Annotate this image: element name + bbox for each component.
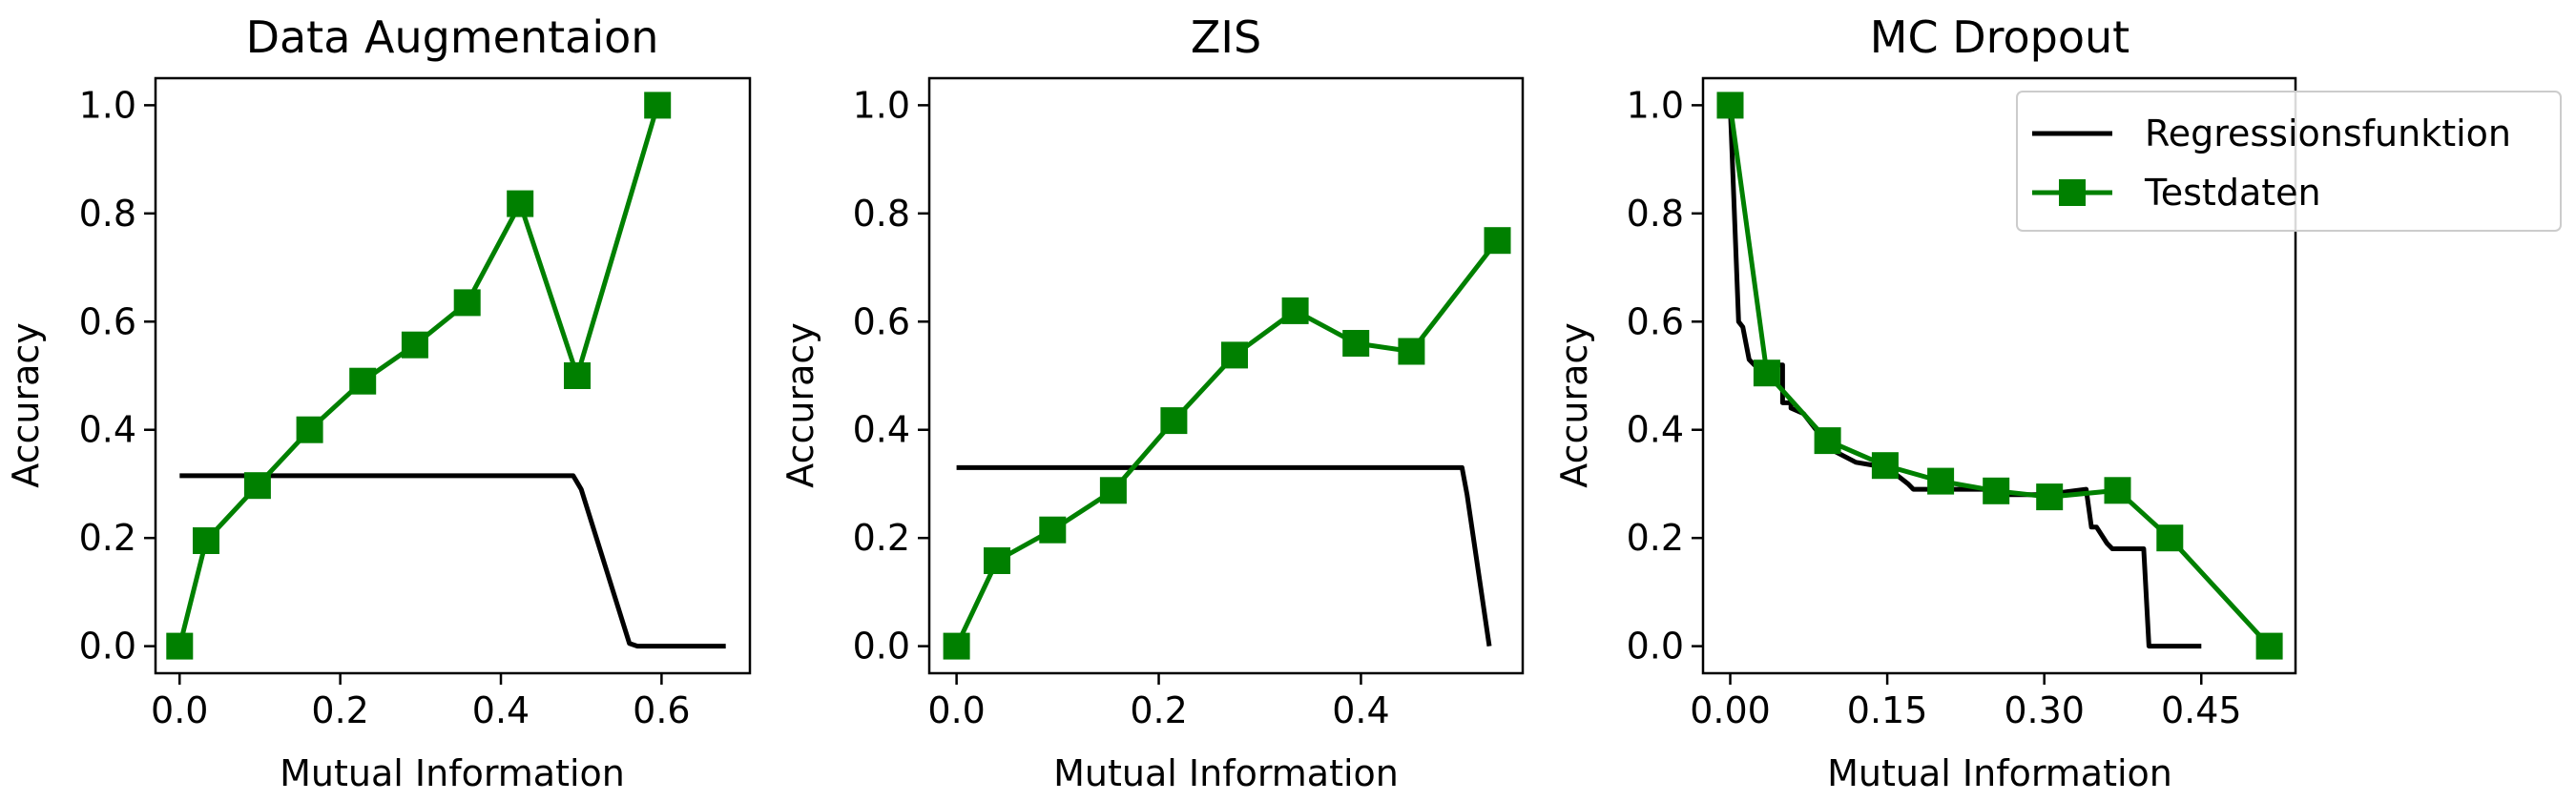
x-axis-label: Mutual Information xyxy=(1827,752,2172,794)
legend: Regressionsfunktion Testdaten xyxy=(2016,91,2562,232)
data-point-marker xyxy=(564,362,591,389)
data-point-marker xyxy=(1160,407,1188,435)
plot-frame xyxy=(1701,76,2297,675)
data-point-marker xyxy=(2104,477,2131,504)
y-tick-label: 0.2 xyxy=(853,517,910,559)
data-point-marker xyxy=(1927,467,1955,495)
y-tick-label: 0.6 xyxy=(79,300,136,342)
data-point-marker xyxy=(1342,330,1370,357)
x-tick-label: 0.0 xyxy=(927,689,985,731)
series-line-testdaten xyxy=(177,104,660,647)
y-tick-label: 1.0 xyxy=(1627,84,1684,126)
data-point-marker xyxy=(243,472,271,500)
subplot-title: ZIS xyxy=(1191,11,1261,63)
data-point-marker xyxy=(507,190,534,217)
y-tick-label: 0.0 xyxy=(79,626,136,668)
x-tick-label: 0.15 xyxy=(1847,689,1928,731)
y-axis-label: Accuracy xyxy=(5,322,47,488)
x-tick-label: 0.2 xyxy=(311,689,368,731)
data-point-marker xyxy=(943,632,970,660)
x-tick-label: 0.45 xyxy=(2161,689,2242,731)
data-point-marker xyxy=(644,92,672,119)
series-line-regressionsfunktion xyxy=(1728,105,2202,649)
subplot-mc-dropout: MC Dropout Mutual Information Accuracy 0… xyxy=(1553,11,2562,794)
data-point-marker xyxy=(2255,632,2283,660)
data-point-marker xyxy=(1398,338,1425,365)
data-point-marker xyxy=(166,632,194,660)
data-point-marker xyxy=(453,289,481,317)
x-tick-label: 0.6 xyxy=(633,689,690,731)
legend-label: Testdaten xyxy=(2144,172,2321,214)
data-point-marker xyxy=(984,547,1010,574)
y-tick-label: 0.0 xyxy=(1627,626,1684,668)
y-tick-label: 0.4 xyxy=(853,409,910,451)
subplot-data-augmentation: Data Augmentaion Mutual Information Accu… xyxy=(5,11,752,794)
x-tick-label: 0.4 xyxy=(1332,689,1389,731)
x-tick-label: 0.2 xyxy=(1130,689,1187,731)
y-tick-label: 0.4 xyxy=(79,409,136,451)
plot-frame xyxy=(154,76,752,675)
x-tick-label: 0.30 xyxy=(2004,689,2085,731)
y-axis-label: Accuracy xyxy=(779,322,821,488)
y-tick-label: 0.6 xyxy=(853,300,910,342)
y-tick-label: 0.2 xyxy=(79,517,136,559)
data-point-marker xyxy=(1814,427,1841,455)
x-tick-label: 0.0 xyxy=(151,689,208,731)
subplot-title: Data Augmentaion xyxy=(246,11,659,63)
y-tick-label: 0.6 xyxy=(1627,300,1684,342)
series-line-testdaten xyxy=(1728,105,2272,648)
y-tick-label: 0.4 xyxy=(1627,409,1684,451)
data-point-marker xyxy=(2036,483,2064,511)
data-point-marker xyxy=(1039,516,1067,544)
subplot-zis: ZIS Mutual Information Accuracy 0.0 0.2 0.… xyxy=(779,11,1525,794)
data-point-marker xyxy=(1221,341,1248,369)
data-point-marker xyxy=(2156,524,2184,552)
series-line-regressionsfunktion xyxy=(956,464,1492,647)
y-tick-label: 1.0 xyxy=(853,84,910,126)
y-axis-label: Accuracy xyxy=(1553,322,1595,488)
data-point-marker xyxy=(349,367,377,395)
x-tick-label: 0.4 xyxy=(472,689,530,731)
subplot-title: MC Dropout xyxy=(1870,11,2129,63)
y-tick-label: 0.8 xyxy=(1627,193,1684,235)
plot-frame xyxy=(927,76,1525,675)
y-tick-label: 0.8 xyxy=(79,193,136,235)
y-tick-label: 0.0 xyxy=(853,626,910,668)
legend-swatch-marker xyxy=(2059,179,2086,206)
data-point-marker xyxy=(1871,452,1899,480)
data-point-marker xyxy=(401,331,428,359)
data-point-marker xyxy=(1753,359,1780,387)
legend-label: Regressionsfunktion xyxy=(2145,113,2511,154)
x-axis-label: Mutual Information xyxy=(280,752,625,794)
legend-box xyxy=(2016,91,2562,232)
y-tick-label: 0.8 xyxy=(853,193,910,235)
x-tick-label: 0.00 xyxy=(1690,689,1771,731)
data-point-marker xyxy=(1099,477,1127,504)
data-point-marker xyxy=(1281,297,1309,324)
x-axis-label: Mutual Information xyxy=(1053,752,1399,794)
series-line-regressionsfunktion xyxy=(179,473,726,649)
y-tick-label: 0.2 xyxy=(1627,517,1684,559)
data-point-marker xyxy=(1484,227,1511,255)
y-tick-label: 1.0 xyxy=(79,84,136,126)
data-point-marker xyxy=(1983,477,2010,504)
data-point-marker xyxy=(193,527,219,554)
series-line-testdaten xyxy=(954,238,1500,647)
data-point-marker xyxy=(296,416,323,443)
data-point-marker xyxy=(1716,92,1744,119)
